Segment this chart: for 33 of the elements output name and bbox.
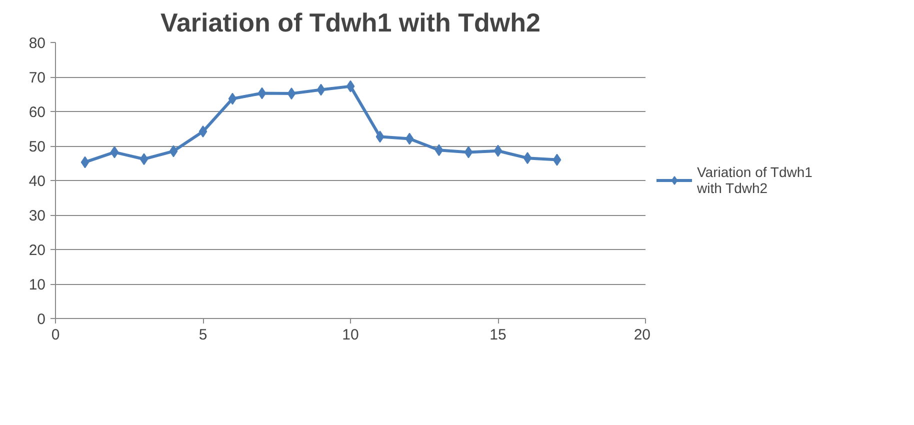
x-tick-label: 5 — [198, 326, 208, 344]
point — [110, 146, 119, 158]
point — [434, 144, 444, 156]
point — [494, 144, 502, 157]
y-tick-label: 20 — [28, 242, 46, 259]
point — [316, 84, 326, 96]
x-tick-label: 0 — [51, 326, 60, 344]
point — [169, 145, 178, 158]
point — [552, 154, 562, 166]
point — [80, 156, 90, 168]
legend-label: Variation of Tdwh1 with Tdwh2 — [697, 164, 812, 196]
y-tick-label: 80 — [28, 35, 46, 52]
y-tick-label: 60 — [28, 104, 46, 121]
chart-title: Variation of Tdwh1 with Tdwh2 — [160, 8, 540, 38]
point — [228, 92, 237, 105]
point — [287, 88, 296, 100]
y-tick-label: 40 — [28, 173, 46, 190]
x-tick-label: 10 — [342, 326, 359, 344]
point — [140, 153, 148, 166]
point — [376, 130, 384, 143]
x-tick-label: 20 — [634, 326, 651, 344]
y-tick-label: 10 — [28, 276, 46, 294]
point — [464, 146, 473, 158]
x-tick-label: 15 — [490, 326, 506, 344]
point — [346, 80, 355, 92]
y-tick-label: 0 — [37, 311, 46, 328]
y-tick-label: 30 — [28, 208, 46, 224]
y-tick-label: 70 — [28, 70, 46, 86]
point — [258, 87, 266, 100]
y-tick-label: 50 — [28, 138, 46, 156]
point — [523, 152, 532, 164]
point — [405, 132, 414, 145]
point — [198, 126, 208, 138]
